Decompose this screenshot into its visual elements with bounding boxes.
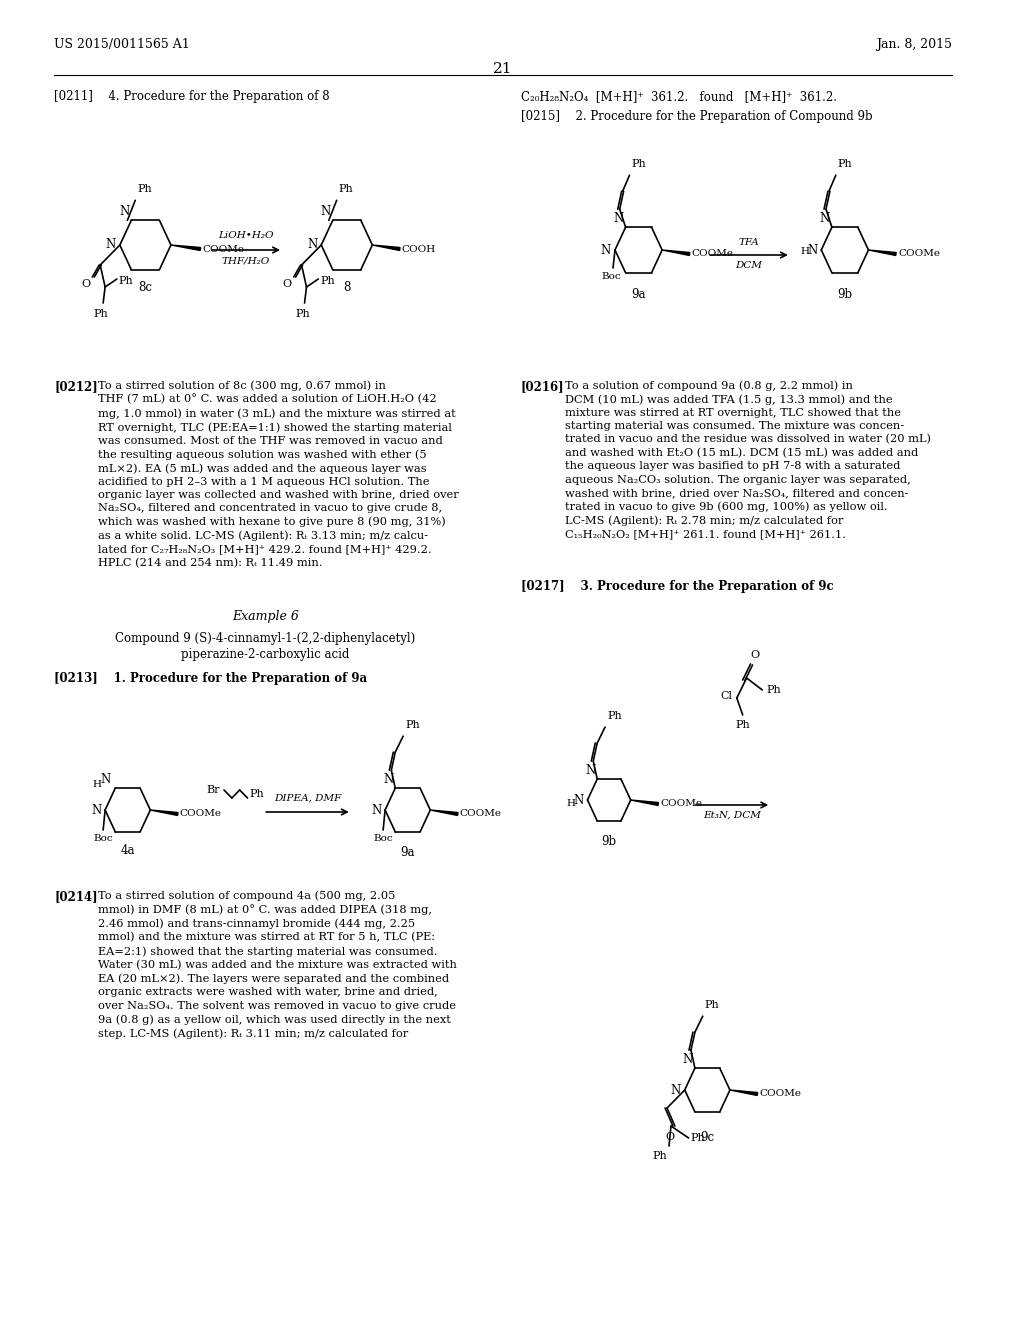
Text: Ph: Ph [321, 276, 335, 286]
Text: Compound 9 (S)-4-cinnamyl-1-(2,2-diphenylacetyl): Compound 9 (S)-4-cinnamyl-1-(2,2-dipheny… [115, 632, 416, 645]
Text: 8: 8 [343, 281, 350, 294]
Text: O: O [81, 279, 90, 289]
Polygon shape [430, 810, 458, 816]
Text: TFA: TFA [738, 238, 760, 247]
Text: [0214]: [0214] [54, 890, 97, 903]
Text: Ph: Ph [137, 185, 152, 194]
Text: N: N [383, 774, 393, 787]
Text: COOMe: COOMe [660, 800, 702, 808]
Text: N: N [585, 764, 595, 777]
Text: Ph: Ph [838, 160, 853, 169]
Polygon shape [151, 810, 178, 816]
Text: N: N [807, 243, 817, 256]
Text: Ph: Ph [705, 1001, 720, 1010]
Polygon shape [663, 249, 690, 256]
Polygon shape [631, 800, 658, 805]
Text: Boc: Boc [374, 834, 393, 843]
Text: 8c: 8c [138, 281, 153, 294]
Text: DIPEA, DMF: DIPEA, DMF [273, 795, 341, 803]
Text: Ph: Ph [735, 719, 750, 730]
Text: N: N [573, 793, 584, 807]
Text: piperazine-2-carboxylic acid: piperazine-2-carboxylic acid [181, 648, 349, 661]
Text: US 2015/0011565 A1: US 2015/0011565 A1 [54, 38, 189, 51]
Text: 21: 21 [494, 62, 513, 77]
Text: 4a: 4a [121, 845, 135, 858]
Text: Ph: Ph [119, 276, 133, 286]
Polygon shape [171, 246, 201, 251]
Text: O: O [750, 649, 759, 660]
Text: Ph: Ph [250, 789, 264, 799]
Text: Example 6: Example 6 [231, 610, 299, 623]
Text: N: N [671, 1084, 681, 1097]
Text: N: N [307, 239, 317, 252]
Polygon shape [730, 1090, 758, 1096]
Text: COOMe: COOMe [460, 809, 502, 818]
Text: 9b: 9b [838, 288, 852, 301]
Text: [0217]  3. Procedure for the Preparation of 9c: [0217] 3. Procedure for the Preparation … [520, 579, 834, 593]
Text: Ph: Ph [339, 185, 353, 194]
Text: H: H [566, 799, 575, 808]
Text: Ph: Ph [652, 1151, 667, 1162]
Text: N: N [371, 804, 381, 817]
Text: N: N [119, 206, 129, 218]
Text: COOH: COOH [401, 244, 436, 253]
Text: N: N [321, 206, 331, 218]
Text: C₂₀H₂₈N₂O₄  [M+H]⁺  361.2.   found   [M+H]⁺  361.2.: C₂₀H₂₈N₂O₄ [M+H]⁺ 361.2. found [M+H]⁺ 36… [520, 90, 837, 103]
Text: To a stirred solution of 8c (300 mg, 0.67 mmol) in
THF (7 mL) at 0° C. was added: To a stirred solution of 8c (300 mg, 0.6… [98, 380, 459, 568]
Text: N: N [601, 243, 611, 256]
Text: COOMe: COOMe [691, 249, 733, 259]
Text: [0213]  1. Procedure for the Preparation of 9a: [0213] 1. Procedure for the Preparation … [54, 672, 368, 685]
Text: N: N [91, 804, 101, 817]
Text: DCM: DCM [735, 261, 763, 271]
Text: Ph: Ph [766, 685, 781, 696]
Text: Jan. 8, 2015: Jan. 8, 2015 [876, 38, 952, 51]
Text: Ph: Ph [632, 160, 646, 169]
Text: COOMe: COOMe [898, 249, 940, 259]
Text: 9b: 9b [601, 836, 616, 847]
Text: To a stirred solution of compound 4a (500 mg, 2.05
mmol) in DMF (8 mL) at 0° C. : To a stirred solution of compound 4a (50… [98, 890, 457, 1039]
Text: Et₃N, DCM: Et₃N, DCM [702, 810, 761, 820]
Text: Ph: Ph [406, 721, 420, 730]
Text: [0211]  4. Procedure for the Preparation of 8: [0211] 4. Procedure for the Preparation … [54, 90, 330, 103]
Polygon shape [373, 246, 400, 251]
Text: THF/H₂O: THF/H₂O [222, 256, 270, 265]
Text: N: N [100, 774, 111, 787]
Polygon shape [868, 249, 896, 256]
Text: H: H [801, 248, 810, 256]
Text: Boc: Boc [601, 272, 621, 281]
Text: O: O [283, 279, 292, 289]
Text: Ph: Ph [94, 309, 109, 319]
Text: [0212]: [0212] [54, 380, 97, 393]
Text: H: H [92, 780, 101, 788]
Text: 9a: 9a [632, 288, 646, 301]
Text: COOMe: COOMe [760, 1089, 802, 1098]
Text: [0216]: [0216] [520, 380, 564, 393]
Text: 9c: 9c [700, 1131, 715, 1144]
Text: O: O [666, 1133, 675, 1142]
Text: N: N [683, 1053, 693, 1067]
Text: Br: Br [206, 785, 220, 795]
Text: COOMe: COOMe [180, 809, 222, 818]
Text: Ph: Ph [607, 711, 622, 721]
Text: COOMe: COOMe [203, 244, 245, 253]
Text: To a solution of compound 9a (0.8 g, 2.2 mmol) in
DCM (10 mL) was added TFA (1.5: To a solution of compound 9a (0.8 g, 2.2… [565, 380, 931, 539]
Text: N: N [613, 213, 624, 226]
Text: Boc: Boc [93, 834, 113, 843]
Text: 9a: 9a [400, 846, 415, 859]
Text: Ph: Ph [690, 1133, 706, 1143]
Text: [0215]  2. Procedure for the Preparation of Compound 9b: [0215] 2. Procedure for the Preparation … [520, 110, 872, 123]
Text: N: N [819, 213, 829, 226]
Text: Ph: Ph [295, 309, 310, 319]
Text: Cl: Cl [721, 690, 733, 701]
Text: LiOH•H₂O: LiOH•H₂O [218, 231, 273, 240]
Text: N: N [105, 239, 116, 252]
